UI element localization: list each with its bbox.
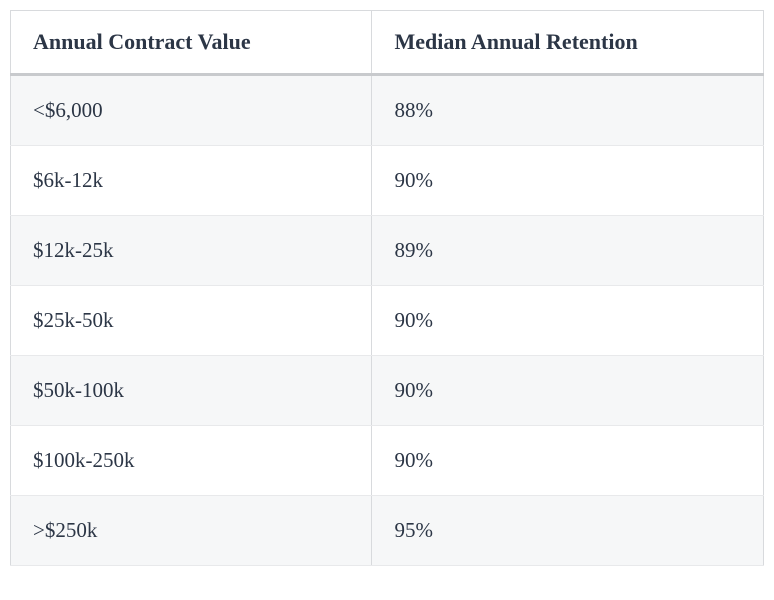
column-header-retention: Median Annual Retention: [372, 11, 764, 75]
cell-retention: 88%: [372, 75, 764, 146]
cell-acv: $6k-12k: [11, 146, 372, 216]
cell-retention: 95%: [372, 496, 764, 566]
cell-retention: 90%: [372, 356, 764, 426]
table-row: >$250k 95%: [11, 496, 764, 566]
table-header-row: Annual Contract Value Median Annual Rete…: [11, 11, 764, 75]
table-row: $6k-12k 90%: [11, 146, 764, 216]
column-header-acv: Annual Contract Value: [11, 11, 372, 75]
table-row: <$6,000 88%: [11, 75, 764, 146]
retention-table: Annual Contract Value Median Annual Rete…: [10, 10, 764, 566]
table-row: $100k-250k 90%: [11, 426, 764, 496]
cell-retention: 90%: [372, 426, 764, 496]
cell-acv: <$6,000: [11, 75, 372, 146]
table-body: <$6,000 88% $6k-12k 90% $12k-25k 89% $25…: [11, 75, 764, 566]
cell-acv: $100k-250k: [11, 426, 372, 496]
cell-acv: $25k-50k: [11, 286, 372, 356]
table-row: $50k-100k 90%: [11, 356, 764, 426]
cell-acv: $12k-25k: [11, 216, 372, 286]
cell-retention: 90%: [372, 286, 764, 356]
table-row: $12k-25k 89%: [11, 216, 764, 286]
cell-retention: 89%: [372, 216, 764, 286]
cell-retention: 90%: [372, 146, 764, 216]
cell-acv: $50k-100k: [11, 356, 372, 426]
cell-acv: >$250k: [11, 496, 372, 566]
table-row: $25k-50k 90%: [11, 286, 764, 356]
